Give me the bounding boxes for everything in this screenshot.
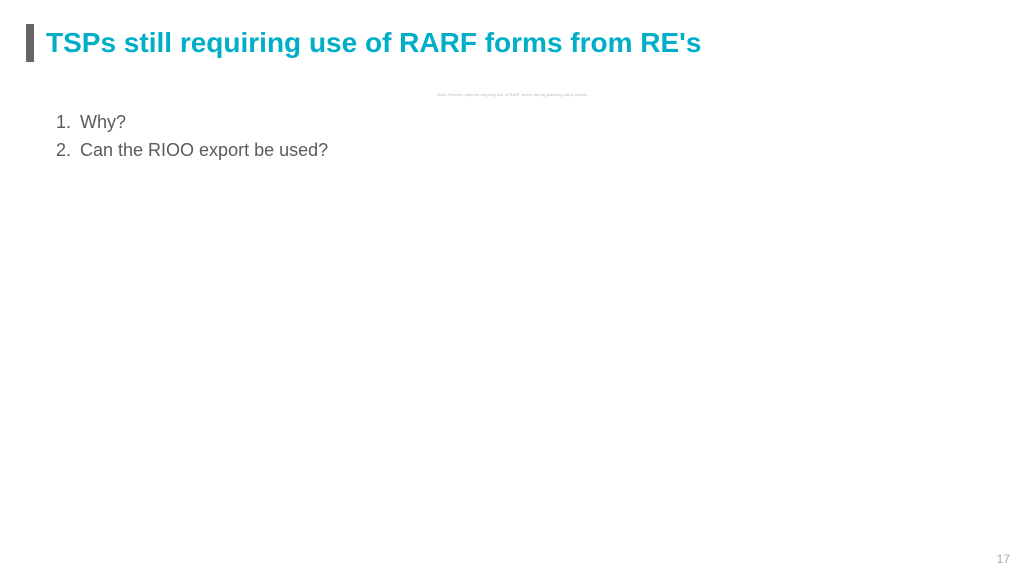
- list-item: 2. Can the RIOO export be used?: [56, 136, 328, 164]
- title-accent-bar: [26, 24, 34, 62]
- slide: TSPs still requiring use of RARF forms f…: [0, 0, 1024, 576]
- list-item: 1. Why?: [56, 108, 328, 136]
- page-number: 17: [997, 552, 1010, 566]
- list-item-text: Why?: [80, 108, 126, 136]
- slide-title: TSPs still requiring use of RARF forms f…: [46, 28, 701, 59]
- list-item-number: 2.: [56, 136, 80, 164]
- tiny-note: Goal: Resolve planned ongoing use of RAR…: [0, 92, 1024, 97]
- numbered-list: 1. Why? 2. Can the RIOO export be used?: [56, 108, 328, 164]
- list-item-text: Can the RIOO export be used?: [80, 136, 328, 164]
- title-row: TSPs still requiring use of RARF forms f…: [26, 24, 701, 62]
- list-item-number: 1.: [56, 108, 80, 136]
